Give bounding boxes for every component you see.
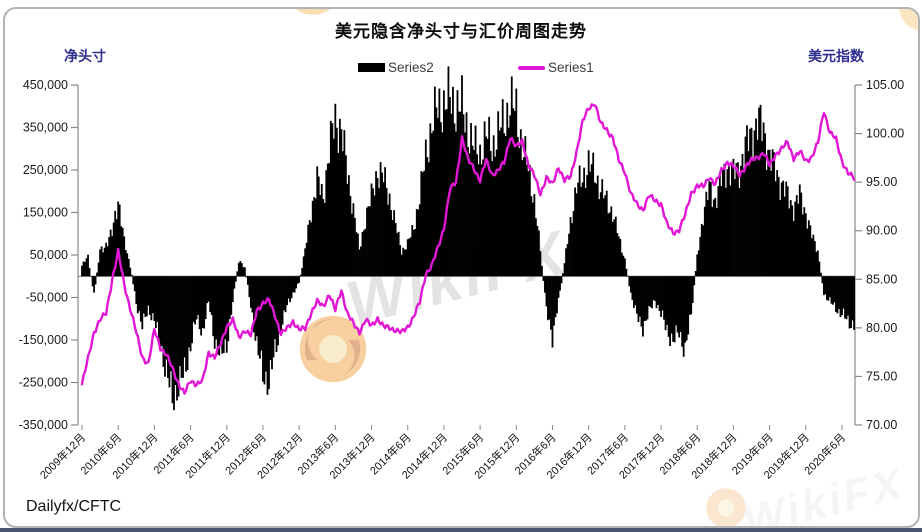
svg-text:95.00: 95.00 xyxy=(866,175,897,189)
svg-text:70.00: 70.00 xyxy=(866,418,897,432)
svg-text:150,000: 150,000 xyxy=(23,206,68,220)
wikifx-logo-watermark-top xyxy=(295,9,331,15)
legend-label: Series2 xyxy=(388,60,434,75)
svg-text:105.00: 105.00 xyxy=(866,78,904,92)
series2-bar-swatch xyxy=(358,63,385,72)
svg-text:2009年12月: 2009年12月 xyxy=(37,430,88,481)
svg-text:80.00: 80.00 xyxy=(866,321,897,335)
bottom-bar xyxy=(0,528,922,532)
wikifx-logo-watermark xyxy=(299,315,367,383)
svg-text:350,000: 350,000 xyxy=(23,121,68,135)
source-credit: Dailyfx/CFTC xyxy=(26,498,122,515)
svg-text:-250,000: -250,000 xyxy=(19,376,68,390)
svg-text:100.00: 100.00 xyxy=(866,127,904,141)
svg-text:450,000: 450,000 xyxy=(23,78,68,92)
series1-line-swatch xyxy=(518,65,545,70)
wikifx-logo-watermark-topright xyxy=(898,9,918,31)
right-axis-title: 美元指数 xyxy=(808,48,864,64)
legend-item-series1: Series1 xyxy=(518,60,594,75)
svg-text:90.00: 90.00 xyxy=(866,224,897,238)
svg-text:75.00: 75.00 xyxy=(866,369,897,383)
left-axis-title: 净头寸 xyxy=(64,48,106,64)
chart-canvas: 450,000 350,000 250,000 150,000 50,000 -50,00… xyxy=(19,66,904,482)
svg-text:85.00: 85.00 xyxy=(866,272,897,286)
svg-text:250,000: 250,000 xyxy=(23,163,68,177)
svg-text:50,000: 50,000 xyxy=(30,248,68,262)
svg-text:-150,000: -150,000 xyxy=(19,333,68,347)
chart-card: WikiFX WikiFX 美元隐含净头寸与汇价周图走势 净头寸 美元指数 Se… xyxy=(3,7,920,528)
legend-label: Series1 xyxy=(548,60,594,75)
svg-text:-50,000: -50,000 xyxy=(26,291,68,305)
chart-title: 美元隐含净头寸与汇价周图走势 xyxy=(335,22,587,41)
legend-item-series2: Series2 xyxy=(358,60,434,75)
svg-text:-350,000: -350,000 xyxy=(19,418,68,432)
chart-card-inner: WikiFX WikiFX 美元隐含净头寸与汇价周图走势 净头寸 美元指数 Se… xyxy=(5,9,918,526)
wikifx-logo-watermark-bottomright xyxy=(706,488,746,526)
